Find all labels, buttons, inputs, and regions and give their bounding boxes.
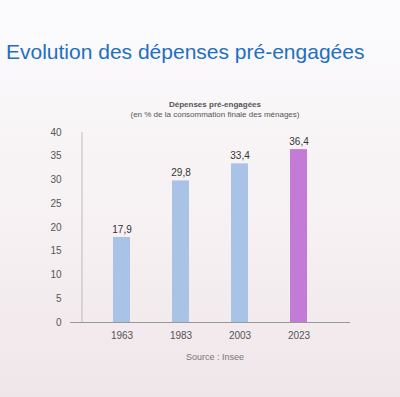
- svg-text:36,4: 36,4: [289, 136, 309, 147]
- svg-text:2023: 2023: [288, 330, 311, 341]
- html-text:Source : Insee: Source : Insee: [186, 352, 244, 362]
- html-text:Dépenses pré-engagées: Dépenses pré-engagées: [169, 100, 261, 109]
- svg-text:0: 0: [56, 317, 62, 328]
- svg-text:5: 5: [56, 293, 62, 304]
- svg-text:25: 25: [50, 198, 62, 209]
- svg-text:1963: 1963: [111, 330, 134, 341]
- svg-text:10: 10: [50, 269, 62, 280]
- svg-text:20: 20: [50, 222, 62, 233]
- html-text:(en % de la consommation final: (en % de la consommation finale des ména…: [130, 110, 300, 119]
- svg-text:40: 40: [50, 127, 62, 138]
- svg-text:17,9: 17,9: [112, 224, 132, 235]
- svg-text:29,8: 29,8: [171, 167, 191, 178]
- svg-text:15: 15: [50, 245, 62, 256]
- svg-text:30: 30: [50, 174, 62, 185]
- svg-text:2003: 2003: [229, 330, 252, 341]
- html-text:Evolution des dépenses pré-eng: Evolution des dépenses pré-engagées: [6, 40, 365, 63]
- svg-text:1983: 1983: [170, 330, 193, 341]
- svg-text:35: 35: [50, 150, 62, 161]
- svg-text:33,4: 33,4: [230, 150, 250, 161]
